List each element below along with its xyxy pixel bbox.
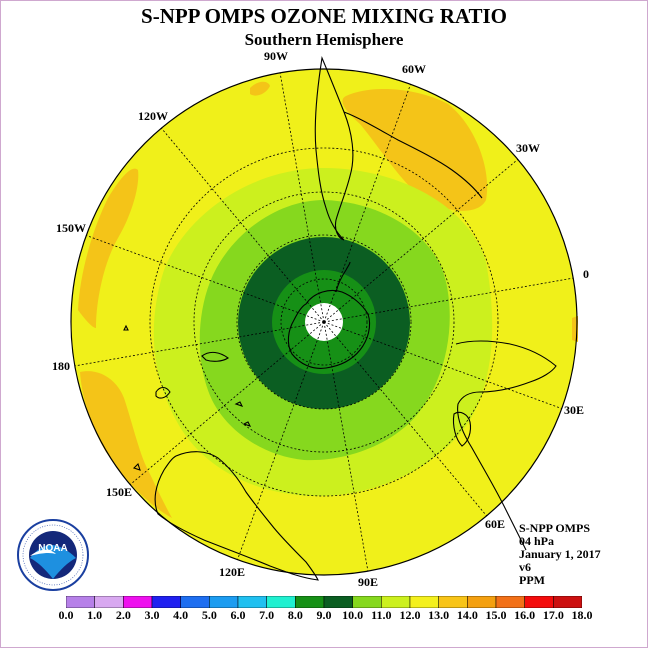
colorbar-swatch bbox=[295, 596, 325, 608]
colorbar-swatch bbox=[438, 596, 468, 608]
lon-label-60e: 60E bbox=[485, 517, 505, 531]
coast-madagascar bbox=[452, 411, 472, 447]
info-version: v6 bbox=[519, 560, 531, 574]
chart-title: S-NPP OMPS OZONE MIXING RATIO bbox=[141, 4, 507, 28]
colorbar-swatch bbox=[123, 596, 153, 608]
colorbar bbox=[66, 596, 582, 608]
colorbar-swatch bbox=[495, 596, 525, 608]
info-date: January 1, 2017 bbox=[519, 547, 601, 561]
lon-label-90e: 90E bbox=[358, 575, 378, 589]
hemisphere-outline bbox=[70, 68, 578, 576]
colorbar-tick-label: 5.0 bbox=[201, 608, 217, 622]
colorbar-tick-label: 1.0 bbox=[87, 608, 103, 622]
colorbar-tick-label: 10.0 bbox=[342, 608, 364, 622]
orange-patch-top bbox=[250, 81, 270, 96]
colorbar-tick-label: 0.0 bbox=[58, 608, 74, 622]
colorbar-swatch bbox=[323, 596, 353, 608]
colorbar-swatch bbox=[94, 596, 124, 608]
logo-ring-text-track bbox=[22, 524, 84, 586]
orange-patch-south-atlantic bbox=[342, 89, 488, 211]
colorbar-tick-label: 2.0 bbox=[115, 608, 131, 622]
colorbar-tick-label: 17.0 bbox=[542, 608, 564, 622]
colorbar-swatch bbox=[409, 596, 439, 608]
colorbar-swatch bbox=[151, 596, 181, 608]
colorbar-swatch bbox=[467, 596, 497, 608]
colorbar-tick-label: 8.0 bbox=[287, 608, 303, 622]
lon-label-60w: 60W bbox=[402, 62, 426, 76]
info-instrument: S-NPP OMPS bbox=[519, 521, 590, 535]
colorbar-swatch bbox=[266, 596, 296, 608]
colorbar-tick-label: 9.0 bbox=[316, 608, 332, 622]
lon-label-120w: 120W bbox=[138, 109, 168, 123]
colorbar-tick-label: 16.0 bbox=[514, 608, 536, 622]
colorbar-tick-label: 6.0 bbox=[230, 608, 246, 622]
colorbar-tick-label: 3.0 bbox=[144, 608, 160, 622]
lon-label-150e: 150E bbox=[106, 485, 132, 499]
latitude-circle-30s bbox=[149, 147, 499, 497]
colorbar-swatch bbox=[381, 596, 411, 608]
coast-islands-southern bbox=[123, 324, 252, 471]
lon-label-150w: 150W bbox=[56, 221, 86, 235]
lon-label-90w: 90W bbox=[264, 49, 288, 63]
graticule bbox=[74, 72, 574, 572]
info-block: S-NPP OMPS 04 hPa January 1, 2017 v6 PPM bbox=[519, 522, 601, 587]
colorbar-swatch bbox=[553, 596, 582, 608]
colorbar-tick-label: 11.0 bbox=[371, 608, 392, 622]
orange-patch-southwest bbox=[80, 371, 172, 518]
coast-south-america bbox=[314, 56, 483, 241]
colorbar-tick-label: 15.0 bbox=[485, 608, 507, 622]
coast-antarctic-peninsula bbox=[335, 261, 351, 293]
coast-australia bbox=[154, 451, 319, 581]
colorbar-swatch bbox=[209, 596, 239, 608]
lon-label-30w: 30W bbox=[516, 141, 540, 155]
colorbar-swatch bbox=[352, 596, 382, 608]
colorbar-tick-label: 18.0 bbox=[571, 608, 593, 622]
coastlines bbox=[123, 56, 557, 581]
orange-patch-west bbox=[78, 168, 139, 328]
lon-label-0: 0 bbox=[583, 267, 589, 281]
lon-label-120e: 120E bbox=[219, 565, 245, 579]
lon-label-30e: 30E bbox=[564, 403, 584, 417]
colorbar-tick-label: 13.0 bbox=[428, 608, 450, 622]
colorbar-tick-label: 12.0 bbox=[399, 608, 421, 622]
colorbar-ticks: 0.0 1.0 2.0 3.0 4.0 5.0 6.0 7.0 8.0 9.0 10.0 11.0 12… bbox=[0, 608, 648, 624]
lon-label-180: 180 bbox=[52, 359, 70, 373]
coast-africa bbox=[455, 340, 557, 551]
coast-new-zealand bbox=[155, 351, 229, 399]
colorbar-swatch bbox=[524, 596, 554, 608]
noaa-logo: NOAA bbox=[17, 519, 89, 591]
info-level: 04 hPa bbox=[519, 534, 555, 548]
colorbar-tick-label: 7.0 bbox=[259, 608, 275, 622]
colorbar-tick-label: 14.0 bbox=[456, 608, 478, 622]
colorbar-swatch bbox=[66, 596, 95, 608]
latitude-circle-75s bbox=[280, 278, 368, 366]
colorbar-swatch bbox=[237, 596, 267, 608]
logo-white-swoop bbox=[30, 549, 56, 556]
info-units: PPM bbox=[519, 573, 545, 587]
logo-text: NOAA bbox=[38, 543, 67, 554]
colorbar-tick-label: 4.0 bbox=[173, 608, 189, 622]
latitude-circle-45s bbox=[193, 191, 455, 453]
coast-antarctica bbox=[287, 289, 371, 369]
chart-subtitle: Southern Hemisphere bbox=[244, 30, 404, 49]
latitude-circle-60s bbox=[236, 234, 412, 410]
colorbar-swatch bbox=[180, 596, 210, 608]
